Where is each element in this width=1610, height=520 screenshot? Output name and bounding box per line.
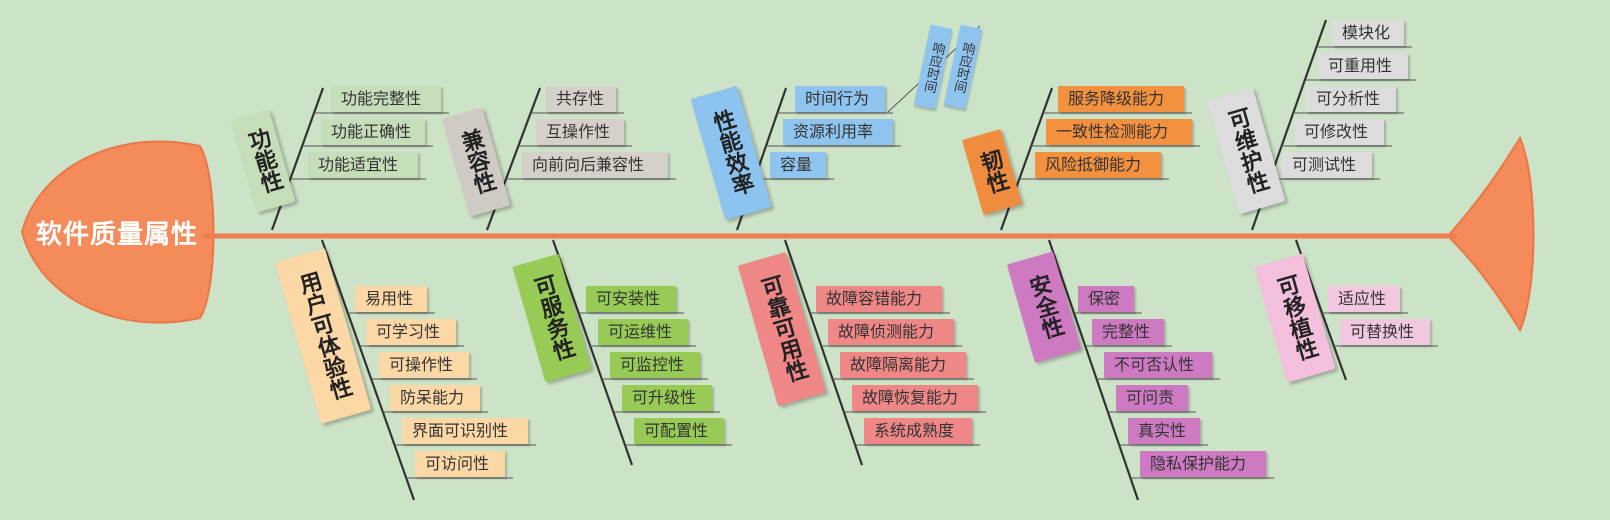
leaf-cat6-item4: 防呆能力	[390, 385, 480, 411]
leaf-cat7-item4: 可升级性	[622, 385, 712, 411]
leaf-cat2-item2: 互操作性	[536, 119, 624, 145]
leaf-cat7-item5: 可配置性	[634, 418, 724, 444]
bone-line-8	[783, 239, 864, 466]
leaf-cat6-item5: 界面可识别性	[402, 418, 528, 444]
branch-lines	[270, 19, 1438, 501]
leaf-cat8-item1: 故障容错能力	[816, 286, 942, 312]
leaf-cat9-item3: 不可否认性	[1104, 352, 1212, 378]
leaf-cat10-item2: 可替换性	[1340, 319, 1430, 345]
leaf-cat2-item1: 共存性	[546, 86, 616, 112]
leaf-cat8-item4: 故障恢复能力	[852, 385, 978, 411]
leaf-cat6-item3: 可操作性	[379, 352, 469, 378]
leaf-cat10-item1: 适应性	[1328, 286, 1400, 312]
leaf-cat5-item3: 可分析性	[1306, 86, 1396, 112]
leaf-cat9-item4: 可问责	[1116, 385, 1188, 411]
leaf-cat4-item2: 一致性检测能力	[1046, 119, 1192, 145]
leaf-cat7-item2: 可运维性	[598, 319, 688, 345]
leaf-cat1-item2: 功能正确性	[321, 119, 425, 145]
leaf-cat5-item4: 可修改性	[1294, 119, 1384, 145]
leaf-cat4-item3: 风险抵御能力	[1035, 152, 1161, 178]
bone-line-7	[551, 239, 634, 466]
leaf-cat6-item6: 可访问性	[415, 451, 505, 477]
leaf-cat3-item1: 时间行为	[795, 86, 885, 112]
leaf-cat6-item1: 易用性	[355, 286, 427, 312]
leaf-cat4-item1: 服务降级能力	[1058, 86, 1184, 112]
fish-head	[20, 140, 215, 324]
leaf-cat7-item3: 可监控性	[610, 352, 700, 378]
root-label: 软件质量属性	[35, 220, 198, 250]
bone-line-1	[270, 87, 325, 231]
leaf-cat8-item5: 系统成熟度	[864, 418, 972, 444]
leaf-cat2-item3: 向前向后兼容性	[522, 152, 668, 178]
leaf-cat3-item2: 资源利用率	[783, 119, 893, 145]
leaf-cat8-item3: 故障隔离能力	[840, 352, 966, 378]
leaf-cat9-item1: 保密	[1078, 286, 1134, 312]
leaf-cat9-item5: 真实性	[1128, 418, 1200, 444]
leaf-cat5-item2: 可重用性	[1318, 53, 1408, 79]
bone-line-9	[1047, 239, 1140, 501]
leaf-cat1-item1: 功能完整性	[331, 86, 441, 112]
leaf-cat5-item5: 可测试性	[1282, 152, 1372, 178]
leaf-cat8-item2: 故障侦测能力	[828, 319, 954, 345]
fish-tail	[1446, 135, 1535, 333]
leaf-cat6-item2: 可学习性	[366, 319, 456, 345]
leaf-cat9-item2: 完整性	[1092, 319, 1164, 345]
leaf-cat1-item3: 功能适宜性	[308, 152, 418, 178]
leaf-cat5-item1: 模块化	[1332, 20, 1404, 46]
leaf-cat9-item6: 隐私保护能力	[1140, 451, 1266, 477]
leaf-cat7-item1: 可安装性	[586, 286, 676, 312]
bone-line-6	[320, 239, 416, 501]
leaf-cat3-item3: 容量	[770, 152, 826, 178]
